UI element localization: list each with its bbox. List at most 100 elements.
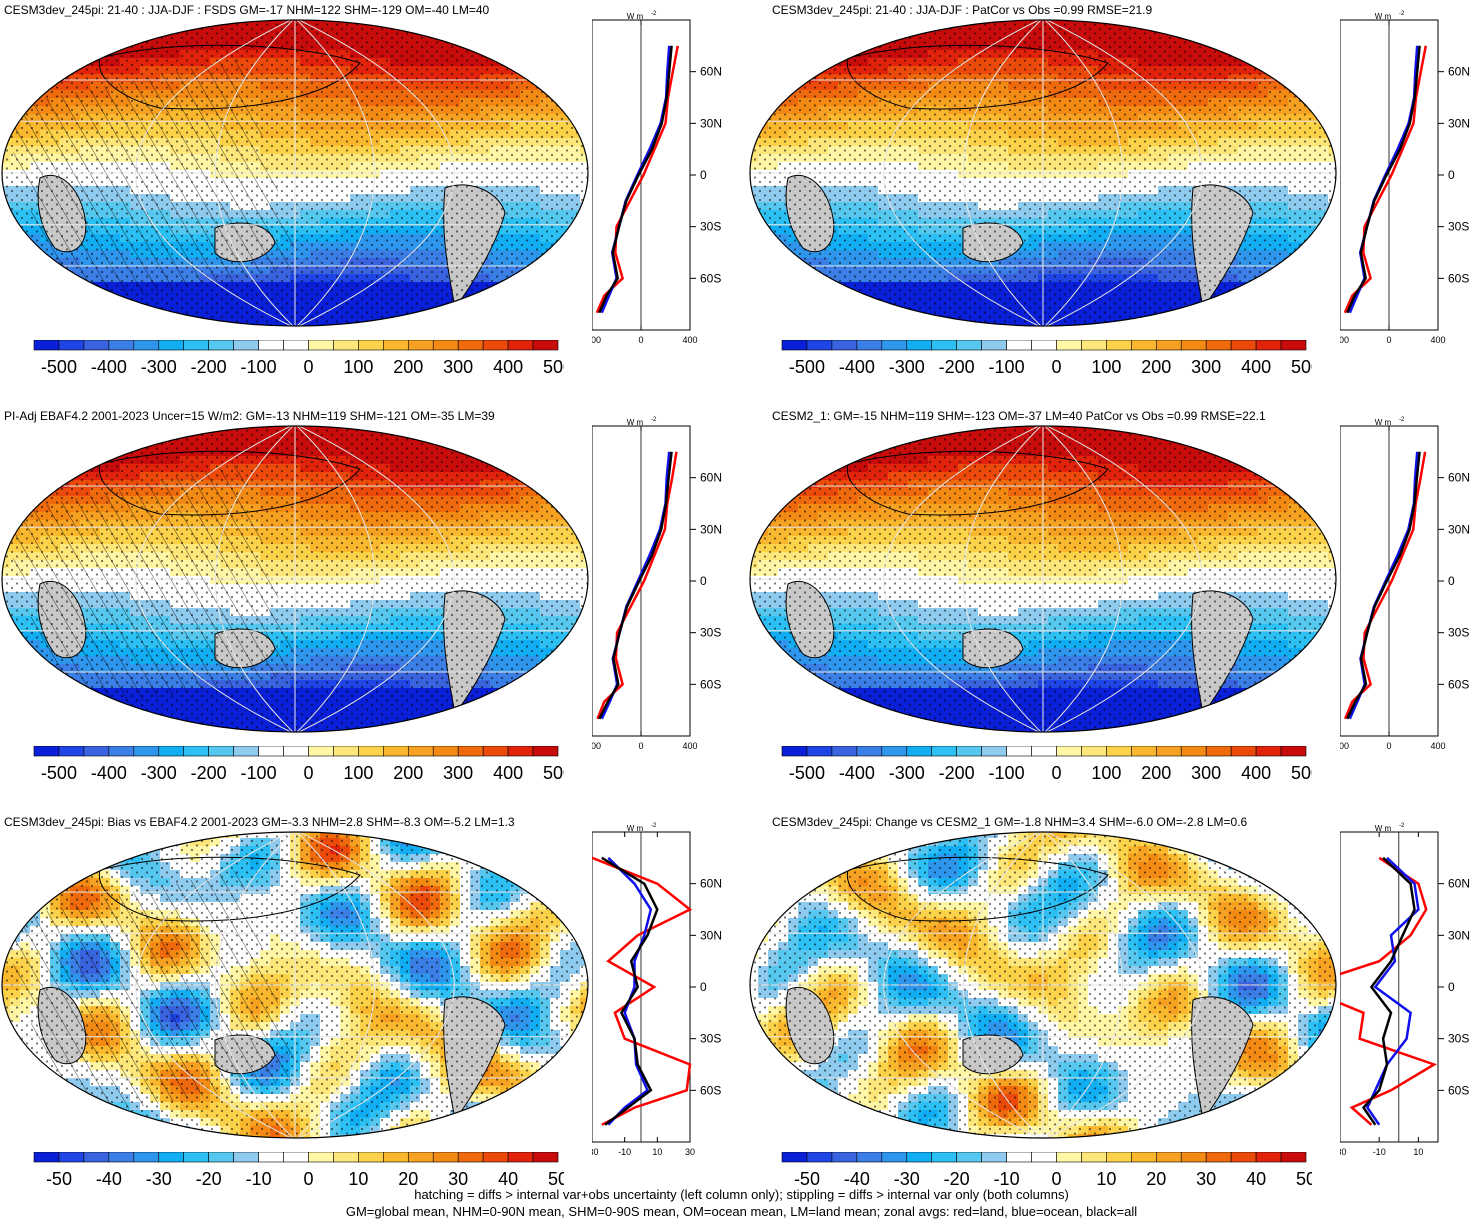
colorbar-box — [1230, 1152, 1257, 1163]
panel-title: CESM3dev_245pi: 21-40 : JJA-DJF : FSDS G… — [4, 3, 490, 17]
colorbar-box — [831, 1152, 858, 1163]
colorbar-label: -40 — [96, 1169, 122, 1189]
colorbar-box — [507, 746, 534, 757]
zonal-land-line — [1343, 451, 1427, 720]
colorbar-label: 40 — [498, 1169, 518, 1189]
colorbar-box — [781, 340, 808, 351]
colorbar-label: 300 — [443, 763, 473, 783]
colorbar-box — [283, 1152, 309, 1163]
colorbar-label: 200 — [393, 763, 423, 783]
colorbar-box — [1056, 746, 1082, 757]
colorbar-box — [1205, 340, 1232, 351]
colorbar: -500 -400 -300 -200 -100 0 100 200 300 400 500 — [33, 340, 564, 377]
colorbar-box — [1180, 1152, 1207, 1163]
colorbar-box — [806, 1152, 833, 1163]
zonal-x-tick-label: 0 — [638, 741, 643, 751]
colorbar-label: -300 — [889, 357, 925, 377]
colorbar-box — [258, 746, 284, 757]
colorbar-box — [133, 1152, 160, 1163]
zonal-x-tick-label: 400 — [1430, 741, 1445, 751]
lat-tick-label: 0 — [1448, 574, 1455, 588]
zonal-all-line — [598, 451, 673, 720]
colorbar-label: -100 — [989, 763, 1025, 783]
zonal-x-tick-label: -30 — [592, 1147, 599, 1157]
lat-tick-label: 30S — [700, 220, 721, 234]
colorbar-box — [407, 1152, 434, 1163]
colorbar-box — [1006, 746, 1032, 757]
colorbar-box — [133, 746, 160, 757]
colorbar-label: 20 — [1146, 1169, 1166, 1189]
colorbar-label: -400 — [839, 763, 875, 783]
colorbar-label: -300 — [141, 763, 177, 783]
colorbar-box — [507, 1152, 534, 1163]
colorbar-box — [108, 340, 135, 351]
lat-tick-label: 30S — [1448, 626, 1469, 640]
colorbar-box — [58, 1152, 85, 1163]
lat-tick-label: 60S — [700, 271, 721, 285]
colorbar-box — [781, 746, 808, 757]
colorbar: -50 -40 -30 -20 -10 0 10 20 30 40 50 — [781, 1152, 1312, 1189]
zonal-land-line — [596, 451, 678, 720]
lat-tick-label: 60S — [1448, 677, 1469, 691]
colorbar-label: 40 — [1246, 1169, 1266, 1189]
zonal-all-line — [598, 45, 673, 314]
colorbar: -500 -400 -300 -200 -100 0 100 200 300 400 500 — [33, 746, 564, 783]
zonal-unit-superscript: -2 — [1399, 823, 1405, 829]
colorbar-label: 300 — [1191, 763, 1221, 783]
lat-tick-label: 30N — [1448, 116, 1470, 130]
colorbar-label: -30 — [894, 1169, 920, 1189]
colorbar-box — [1230, 746, 1257, 757]
colorbar-label: 0 — [1051, 357, 1061, 377]
zonal-mean-plot: W m -2 60N 30N 0 30S 60S -400 0 400 — [592, 11, 722, 345]
lat-tick-label: 30N — [700, 522, 722, 536]
colorbar-box — [532, 1152, 559, 1163]
colorbar-box — [1081, 340, 1107, 351]
colorbar-box — [881, 746, 908, 757]
panel-title: CESM2_1: GM=-15 NHM=119 SHM=-123 OM=-37 … — [772, 409, 1266, 423]
colorbar-box — [931, 340, 957, 351]
colorbar-box — [407, 340, 434, 351]
lat-tick-label: 0 — [1448, 168, 1455, 182]
zonal-all-line — [1361, 856, 1416, 1126]
colorbar-box — [208, 1152, 234, 1163]
colorbar-label: -100 — [989, 357, 1025, 377]
colorbar-box — [383, 340, 409, 351]
colorbar-box — [358, 1152, 384, 1163]
footer-line-2: GM=global mean, NHM=0-90N mean, SHM=0-90… — [345, 1204, 1138, 1219]
colorbar-label: -500 — [789, 763, 825, 783]
colorbar-box — [233, 340, 259, 351]
colorbar-box — [1155, 340, 1182, 351]
colorbar-label: 200 — [1141, 763, 1171, 783]
colorbar-box — [906, 340, 933, 351]
lat-tick-label: 60S — [1448, 271, 1469, 285]
zonal-unit-label: W m — [1375, 418, 1392, 427]
colorbar-label: 100 — [1091, 357, 1121, 377]
colorbar-box — [108, 1152, 135, 1163]
panel-3: PI-Adj EBAF4.2 2001-2023 Uncer=15 W/m2: … — [0, 406, 735, 806]
colorbar-box — [1255, 340, 1282, 351]
colorbar-box — [1205, 1152, 1232, 1163]
colorbar-box — [432, 1152, 459, 1163]
colorbar-label: -10 — [994, 1169, 1020, 1189]
colorbar-box — [383, 746, 409, 757]
colorbar-label: 200 — [393, 357, 423, 377]
lat-tick-label: 30S — [700, 626, 721, 640]
colorbar-label: 400 — [1241, 357, 1271, 377]
colorbar-label: 500 — [1291, 357, 1312, 377]
zonal-x-tick-label: 400 — [682, 741, 697, 751]
lat-tick-label: 30N — [700, 928, 722, 942]
lat-tick-label: 60N — [1448, 877, 1470, 891]
colorbar-box — [108, 746, 135, 757]
zonal-unit-label: W m — [1375, 824, 1392, 833]
colorbar-box — [981, 746, 1007, 757]
colorbar-label: -500 — [41, 357, 77, 377]
colorbar-box — [33, 1152, 60, 1163]
colorbar-label: -400 — [839, 357, 875, 377]
colorbar-box — [1106, 1152, 1132, 1163]
colorbar-box — [806, 340, 833, 351]
colorbar-box — [333, 746, 359, 757]
colorbar-label: 50 — [1296, 1169, 1312, 1189]
colorbar-box — [208, 746, 234, 757]
colorbar-box — [58, 746, 85, 757]
colorbar-label: 0 — [1051, 763, 1061, 783]
